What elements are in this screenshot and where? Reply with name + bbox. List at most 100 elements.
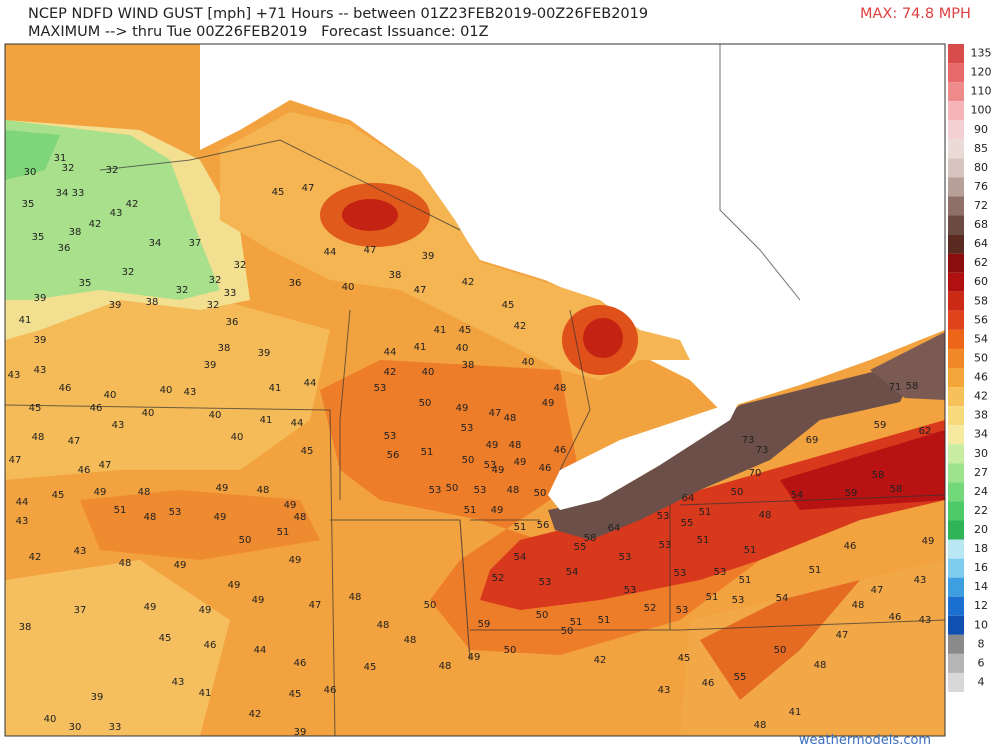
gust-label: 39	[91, 692, 104, 703]
colorbar-swatch	[948, 215, 964, 235]
colorbar-swatch	[948, 310, 964, 330]
gust-label: 52	[492, 573, 505, 584]
gust-label: 40	[209, 410, 222, 421]
gust-label: 50	[419, 398, 432, 409]
gust-label: 42	[249, 709, 262, 720]
gust-label: 51	[114, 505, 127, 516]
colorbar-label: 14	[974, 580, 988, 593]
gust-label: 47	[414, 285, 427, 296]
gust-label: 54	[776, 593, 789, 604]
gust-label: 56	[387, 450, 400, 461]
gust-label: 45	[29, 403, 42, 414]
gust-label: 40	[44, 714, 57, 725]
gust-label: 71	[889, 382, 902, 393]
gust-label: 58	[890, 484, 903, 495]
gust-label: 38	[389, 270, 402, 281]
gust-label: 32	[209, 275, 222, 286]
gust-label: 49	[456, 403, 469, 414]
gust-label: 43	[112, 420, 125, 431]
colorbar-swatch	[948, 577, 964, 597]
colorbar-label: 38	[974, 409, 988, 422]
region	[80, 490, 320, 560]
gust-label: 39	[34, 293, 47, 304]
gust-label: 58	[872, 470, 885, 481]
gust-label: 50	[534, 488, 547, 499]
gust-label: 49	[174, 560, 187, 571]
gust-label: 53	[732, 595, 745, 606]
gust-label: 48	[504, 413, 517, 424]
colorbar-label: 60	[974, 275, 988, 288]
gust-label: 41	[19, 315, 32, 326]
gust-label: 49	[468, 652, 481, 663]
gust-label: 35	[32, 232, 45, 243]
gust-label: 42	[384, 367, 397, 378]
gust-label: 32	[207, 300, 220, 311]
gust-label: 51	[706, 592, 719, 603]
gust-label: 48	[754, 720, 767, 731]
gust-label: 47	[489, 408, 502, 419]
gust-label: 46	[90, 403, 103, 414]
gust-label: 46	[702, 678, 715, 689]
gust-label: 47	[836, 630, 849, 641]
gust-label: 49	[289, 555, 302, 566]
gust-label: 41	[260, 415, 273, 426]
title-line-1: NCEP NDFD WIND GUST [mph] +71 Hours -- b…	[28, 6, 648, 22]
gust-label: 40	[342, 282, 355, 293]
gust-label: 45	[364, 662, 377, 673]
gust-label: 37	[74, 605, 87, 616]
gust-label: 51	[697, 535, 710, 546]
colorbar-swatch	[948, 348, 964, 368]
colorbar-swatch	[948, 596, 964, 616]
gust-label: 58	[584, 533, 597, 544]
gust-label: 42	[514, 321, 527, 332]
gust-label: 44	[384, 347, 397, 358]
gust-label: 54	[791, 490, 804, 501]
gust-label: 45	[289, 689, 302, 700]
gust-label: 48	[144, 512, 157, 523]
gust-label: 49	[228, 580, 241, 591]
colorbar-label: 100	[971, 104, 992, 117]
gust-label: 44	[291, 418, 304, 429]
gust-label: 36	[226, 317, 239, 328]
colorbar-swatch	[948, 425, 964, 445]
gust-label: 73	[756, 445, 769, 456]
gust-label: 53	[429, 485, 442, 496]
gust-label: 48	[507, 485, 520, 496]
gust-label: 46	[78, 465, 91, 476]
max-value: MAX: 74.8 MPH	[860, 6, 971, 22]
gust-label: 41	[789, 707, 802, 718]
gust-label: 48	[554, 383, 567, 394]
gust-label: 64	[608, 523, 621, 534]
colorbar-label: 85	[974, 142, 988, 155]
colorbar-label: 50	[974, 351, 988, 364]
gust-label: 51	[598, 615, 611, 626]
gust-label: 45	[301, 446, 314, 457]
region	[583, 318, 623, 358]
colorbar-label: 34	[974, 428, 988, 441]
gust-label: 53	[674, 568, 687, 579]
colorbar-swatch	[948, 520, 964, 540]
colorbar-swatch	[948, 234, 964, 254]
region	[342, 199, 398, 231]
gust-label: 49	[491, 505, 504, 516]
gust-label: 38	[218, 343, 231, 354]
gust-label: 47	[99, 460, 112, 471]
colorbar-label: 54	[974, 332, 988, 345]
gust-label: 51	[739, 575, 752, 586]
gust-label: 49	[252, 595, 265, 606]
colorbar-label: 120	[971, 66, 992, 79]
colorbar-swatch	[948, 196, 964, 216]
canada-region	[200, 44, 945, 410]
gust-label: 50	[446, 483, 459, 494]
gust-label: 51	[570, 617, 583, 628]
gust-label: 55	[734, 672, 747, 683]
gust-label: 45	[678, 653, 691, 664]
colorbar-label: 68	[974, 218, 988, 231]
colorbar-swatch	[948, 177, 964, 197]
gust-label: 48	[349, 592, 362, 603]
colorbar-swatch	[948, 539, 964, 559]
gust-label: 39	[109, 300, 122, 311]
gust-label: 43	[16, 516, 29, 527]
